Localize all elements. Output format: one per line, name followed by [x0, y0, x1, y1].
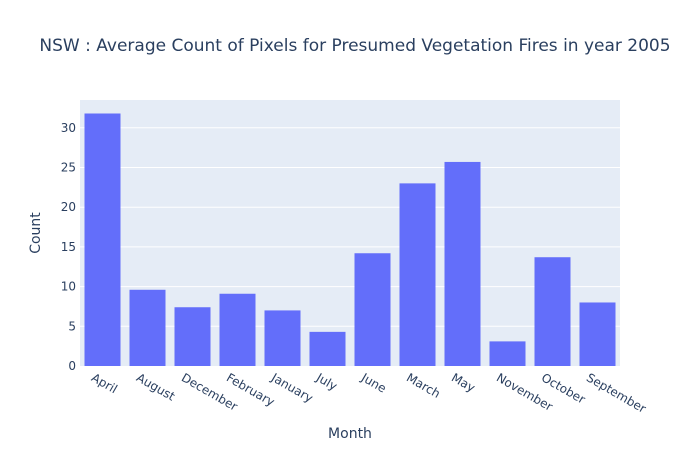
y-tick-label: 15 — [61, 240, 76, 254]
y-tick-label: 5 — [68, 319, 76, 333]
plot-area — [80, 100, 620, 366]
bar-november[interactable] — [489, 341, 526, 366]
gridlines — [80, 127, 620, 327]
bar-august[interactable] — [129, 289, 166, 366]
bar-march[interactable] — [399, 183, 436, 366]
y-tick-label: 25 — [61, 160, 76, 174]
y-axis-ticks: 0 5 10 15 20 25 30 — [61, 121, 76, 373]
bar-july[interactable] — [309, 331, 346, 366]
y-axis-title: Count — [28, 212, 44, 254]
bar-february[interactable] — [219, 293, 256, 366]
y-tick-label: 20 — [61, 200, 76, 214]
bar-december[interactable] — [174, 307, 211, 366]
bar-january[interactable] — [264, 310, 301, 366]
bar-october[interactable] — [534, 257, 571, 366]
bars — [84, 113, 616, 366]
bar-april[interactable] — [84, 113, 121, 366]
bar-may[interactable] — [444, 161, 481, 366]
chart-title: NSW : Average Count of Pixels for Presum… — [39, 36, 670, 56]
y-tick-label: 30 — [61, 121, 76, 135]
bar-june[interactable] — [354, 253, 391, 366]
y-tick-label: 10 — [61, 280, 76, 294]
y-tick-label: 0 — [68, 359, 76, 373]
x-axis-title: Month — [328, 426, 372, 442]
bar-september[interactable] — [579, 302, 616, 366]
